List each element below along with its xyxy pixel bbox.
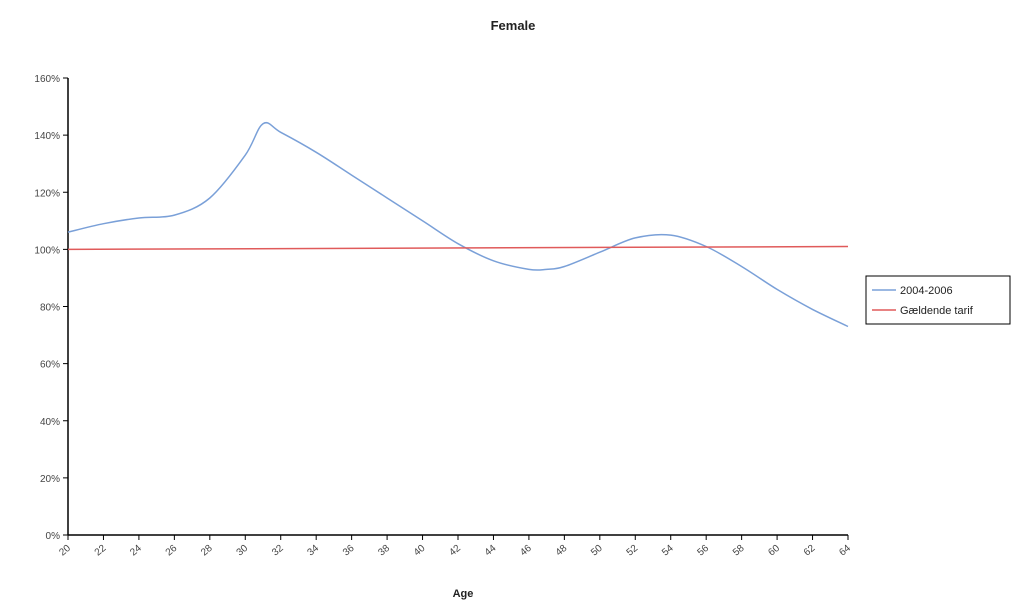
x-tick-label: 36: [341, 543, 357, 559]
chart-title: Female: [491, 18, 536, 33]
y-tick-label: 40%: [40, 417, 60, 428]
x-tick-label: 32: [270, 543, 286, 559]
x-axis: 20 22 24 26 28 30 32 34 36 38 40 42 44 46 48 50 52 54 56 58…: [57, 534, 853, 559]
x-tick-label: 58: [731, 543, 747, 559]
series-lines: [67, 122, 849, 328]
y-tick-label: 120%: [34, 188, 60, 199]
x-tick-label: 54: [660, 543, 676, 559]
x-tick-label: 26: [164, 543, 180, 559]
x-tick-label: 24: [128, 543, 144, 559]
y-tick-label: 0%: [46, 531, 61, 542]
x-tick-label: 28: [199, 543, 215, 559]
x-tick-label: 56: [696, 543, 712, 559]
legend-label: 2004-2006: [900, 285, 953, 297]
series-line-1: [67, 245, 849, 251]
y-tick-label: 100%: [34, 245, 60, 256]
y-tick-label: 140%: [34, 131, 60, 142]
x-tick-label: 40: [412, 543, 428, 559]
x-tick-label: 48: [554, 543, 570, 559]
y-axis: 0% 20% 40% 60% 80% 100% 120% 140% 160%: [34, 74, 69, 542]
y-tick-label: 20%: [40, 474, 60, 485]
x-tick-label: 44: [483, 543, 499, 559]
x-axis-label: Age: [453, 588, 474, 600]
x-tick-label: 38: [376, 543, 392, 559]
legend-box: [865, 275, 1011, 325]
x-tick-label: 46: [518, 543, 534, 559]
y-tick-label: 60%: [40, 360, 60, 371]
legend-label: Gældende tarif: [900, 305, 974, 317]
x-tick-label: 50: [589, 543, 605, 559]
x-tick-label: 20: [57, 543, 73, 559]
x-tick-label: 52: [625, 543, 641, 559]
y-tick-label: 80%: [40, 303, 60, 314]
series-line-0: [67, 122, 849, 328]
x-tick-label: 30: [235, 543, 251, 559]
x-tick-label: 22: [93, 543, 109, 559]
x-tick-label: 64: [837, 543, 853, 559]
x-tick-label: 34: [306, 543, 322, 559]
x-tick-label: 42: [447, 543, 463, 559]
legend: 2004-2006 Gældende tarif: [865, 275, 1011, 325]
y-tick-label: 160%: [34, 74, 60, 85]
x-tick-label: 60: [766, 543, 782, 559]
x-tick-label: 62: [802, 543, 818, 559]
